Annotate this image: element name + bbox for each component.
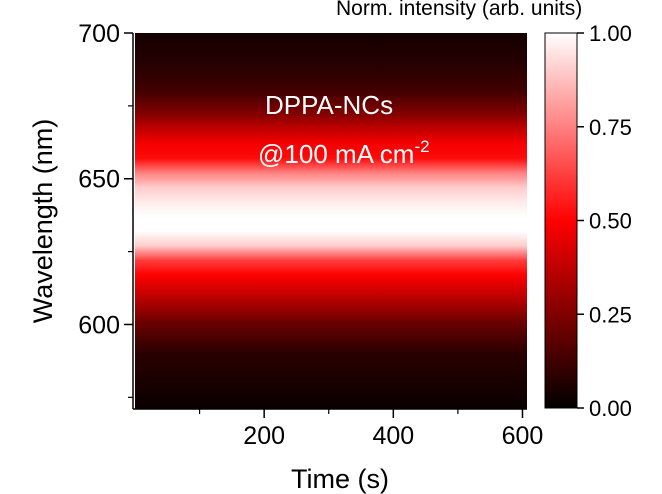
y-tick-label: 650 (78, 166, 120, 194)
y-tick-label: 700 (78, 20, 120, 48)
current-density-exponent: -2 (414, 137, 429, 156)
x-tick-label: 600 (502, 422, 544, 450)
colorbar-ticks: 0.00 0.25 0.50 0.75 1.00 (577, 21, 632, 421)
current-density-annotation: @100 mA cm-2 (258, 137, 430, 169)
colorbar-tick-label: 1.00 (589, 21, 632, 46)
colorbar-tick-label: 0.00 (589, 396, 632, 421)
y-axis-ticks: 600 650 700 (78, 20, 133, 398)
colorbar (544, 32, 578, 409)
y-tick-label: 600 (78, 311, 120, 339)
current-density-text: @100 mA cm (258, 139, 414, 169)
colorbar-label: Norm. intensity (arb. units) (336, 0, 582, 20)
heatmap-plot-area (135, 33, 527, 409)
x-tick-label: 400 (372, 422, 414, 450)
colorbar-tick-label: 0.50 (589, 209, 632, 234)
y-axis-label: Wavelength (nm) (28, 119, 58, 324)
x-axis-ticks: 200 400 600 (198, 409, 544, 450)
x-axis-label: Time (s) (291, 464, 389, 494)
x-tick-label: 200 (243, 422, 285, 450)
sample-annotation: DPPA-NCs (265, 90, 393, 120)
colorbar-tick-label: 0.25 (589, 302, 632, 327)
colorbar-tick-label: 0.75 (589, 115, 632, 140)
